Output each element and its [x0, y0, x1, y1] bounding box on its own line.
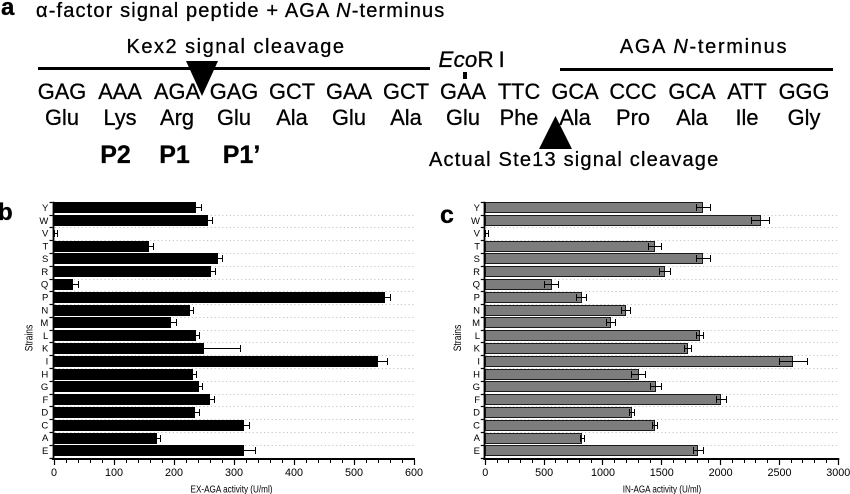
svg-text:Y: Y — [474, 203, 481, 214]
svg-text:3000: 3000 — [826, 467, 850, 479]
svg-text:L: L — [43, 331, 48, 342]
svg-text:600: 600 — [405, 467, 423, 479]
svg-text:D: D — [473, 408, 480, 419]
svg-text:W: W — [471, 216, 480, 227]
svg-text:F: F — [42, 395, 48, 406]
svg-text:C: C — [41, 420, 48, 431]
svg-text:R: R — [473, 267, 480, 278]
svg-text:0: 0 — [51, 467, 57, 479]
svg-text:S: S — [474, 254, 480, 265]
svg-text:2500: 2500 — [767, 467, 791, 479]
svg-text:G: G — [473, 382, 480, 393]
svg-text:EX-AGA activity (U/ml): EX-AGA activity (U/ml) — [191, 484, 273, 494]
svg-text:500: 500 — [535, 467, 553, 479]
svg-text:Q: Q — [41, 280, 48, 291]
svg-text:S: S — [42, 254, 48, 265]
svg-text:P: P — [474, 293, 480, 304]
svg-text:100: 100 — [105, 467, 123, 479]
svg-text:1500: 1500 — [650, 467, 674, 479]
svg-text:M: M — [472, 318, 480, 329]
svg-text:IN-AGA activity (U/ml): IN-AGA activity (U/ml) — [623, 484, 702, 494]
svg-text:D: D — [41, 408, 48, 419]
svg-text:V: V — [474, 229, 481, 240]
svg-text:H: H — [41, 369, 48, 380]
svg-text:M: M — [40, 318, 48, 329]
svg-text:Strains: Strains — [24, 324, 36, 351]
svg-text:T: T — [474, 241, 480, 252]
svg-text:E: E — [42, 446, 48, 457]
svg-text:W: W — [39, 216, 48, 227]
svg-text:K: K — [474, 344, 481, 355]
svg-text:T: T — [42, 241, 48, 252]
svg-text:500: 500 — [345, 467, 363, 479]
svg-text:2000: 2000 — [709, 467, 733, 479]
svg-text:Strains: Strains — [452, 324, 464, 351]
svg-text:L: L — [475, 331, 480, 342]
svg-text:Y: Y — [42, 203, 49, 214]
svg-text:A: A — [474, 433, 481, 444]
svg-text:F: F — [474, 395, 480, 406]
svg-text:N: N — [41, 305, 48, 316]
svg-text:K: K — [42, 344, 49, 355]
svg-text:200: 200 — [165, 467, 183, 479]
svg-text:I: I — [477, 357, 480, 368]
svg-text:V: V — [42, 229, 49, 240]
svg-text:A: A — [42, 433, 49, 444]
svg-text:0: 0 — [482, 467, 488, 479]
svg-text:H: H — [473, 369, 480, 380]
svg-text:1000: 1000 — [591, 467, 615, 479]
svg-text:I: I — [46, 357, 49, 368]
svg-text:G: G — [41, 382, 48, 393]
svg-text:400: 400 — [285, 467, 303, 479]
svg-text:E: E — [474, 446, 480, 457]
svg-text:Q: Q — [473, 280, 480, 291]
svg-text:C: C — [473, 420, 480, 431]
svg-text:R: R — [41, 267, 48, 278]
svg-text:P: P — [42, 293, 48, 304]
svg-text:N: N — [473, 305, 480, 316]
svg-text:300: 300 — [225, 467, 243, 479]
